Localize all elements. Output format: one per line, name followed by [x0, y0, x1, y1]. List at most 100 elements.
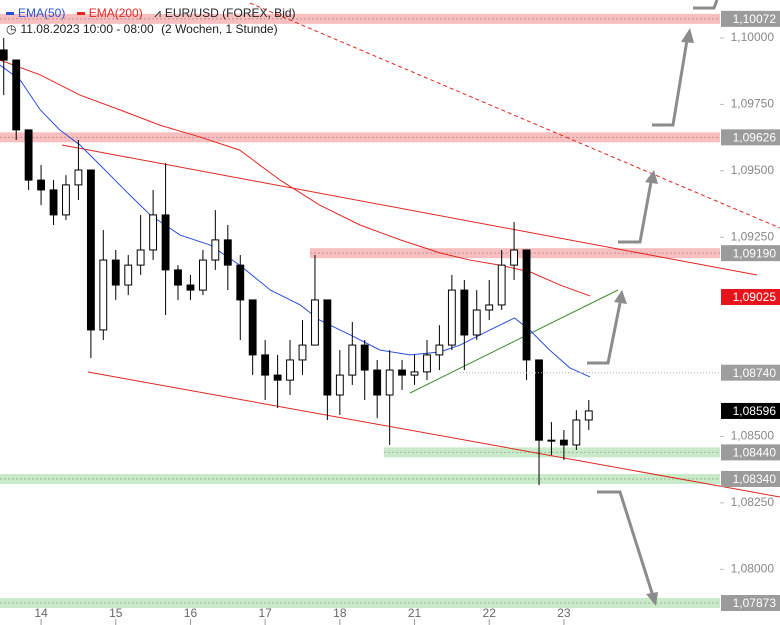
arrowhead [645, 170, 658, 184]
arrowheads [614, 28, 694, 606]
candle-body [261, 354, 270, 376]
green-trendline [409, 289, 619, 394]
y-tick-label: 1,09250 [731, 229, 775, 243]
candle-body [373, 369, 382, 396]
level-tag-label: 1,09626 [733, 131, 777, 145]
candle-body [298, 344, 307, 361]
candle-body [236, 264, 245, 301]
candle-body [0, 49, 8, 61]
candle-body [24, 129, 33, 181]
candle-body [199, 259, 207, 291]
legend-swatch [76, 12, 85, 16]
x-tick-label: 15 [109, 606, 123, 620]
upper-trendline [61, 144, 758, 276]
candle-body [460, 289, 469, 336]
level-tag [721, 470, 780, 487]
x-tick-label: 22 [483, 606, 497, 620]
candle-body [111, 259, 120, 286]
legend-item: EMA(50) [6, 6, 69, 20]
symbol: EUR/USD (FOREX, Bid) [164, 6, 296, 20]
x-tick-label: 23 [557, 606, 571, 620]
candle-body [410, 371, 419, 376]
candle-body [124, 264, 133, 286]
arrow [693, 0, 719, 10]
price-tag [721, 288, 780, 305]
candle-body [86, 169, 95, 331]
candle-body [223, 239, 232, 266]
legend-item: EMA(200) [76, 6, 147, 20]
candle-body [398, 369, 406, 376]
arrow [597, 490, 655, 597]
candle-body [286, 359, 294, 381]
arrow [652, 39, 689, 127]
candle-body [99, 259, 108, 331]
candle-body [273, 374, 282, 381]
level-tag-label: 1,10072 [733, 12, 777, 26]
candle-body [136, 249, 145, 266]
period-row: ◷ 11.08.2023 10:00 - 08:00 (2 Wochen, 1 S… [6, 21, 300, 37]
candle-body [497, 264, 506, 306]
x-tick-label: 17 [258, 606, 272, 620]
candle-body [37, 179, 46, 191]
candle-body [385, 369, 394, 396]
price-tag [721, 402, 780, 419]
legend-label: EMA(200) [88, 6, 143, 20]
arrow [618, 181, 653, 244]
y-tick-label: 1,10000 [731, 30, 775, 44]
candle-body [559, 439, 568, 446]
candle-body [472, 309, 481, 336]
period: (2 Wochen, 1 Stunde) [161, 22, 278, 36]
clock-icon: ◷ [6, 22, 17, 36]
price-tag-label: 1,08740 [733, 366, 777, 380]
annotations [61, 0, 780, 606]
legend-swatch [6, 12, 14, 16]
candle-body [584, 410, 593, 421]
arrows [587, 0, 719, 597]
candle-body [12, 59, 21, 131]
candle-body [447, 289, 456, 346]
candle-body [186, 284, 195, 291]
level-tag [721, 10, 780, 27]
candle-body [535, 359, 543, 441]
candle-body [323, 299, 332, 396]
candle-body [335, 374, 344, 396]
y-tick-label: 1,08000 [731, 561, 775, 575]
candle-body [423, 354, 431, 373]
legend-label: EMA(50) [18, 6, 66, 20]
candle-body [572, 419, 581, 446]
price-tag-label: 1,08596 [733, 404, 777, 418]
arrow [587, 302, 622, 365]
ema-line [0, 64, 591, 378]
level-tag-label: 1,08440 [733, 446, 777, 460]
candle-body [522, 249, 531, 361]
level-tag [721, 595, 780, 612]
level-tag-label: 1,07873 [733, 596, 777, 610]
level-tag-label: 1,09190 [733, 246, 777, 260]
x-tick-label: 18 [333, 606, 347, 620]
legend-row: EMA(50) EMA(200) ⩘ EUR/USD (FOREX, Bid) [6, 5, 300, 21]
candle-body [248, 299, 257, 356]
x-tick-label: 16 [184, 606, 198, 620]
candle-body [311, 299, 319, 346]
candle-body [348, 344, 357, 376]
arrowhead [681, 28, 694, 43]
candle-body [485, 304, 494, 311]
candle-body [211, 239, 220, 261]
x-tick-label: 14 [34, 606, 48, 620]
y-tick-label: 1,09500 [731, 163, 775, 177]
level-tag-label: 1,08340 [733, 472, 777, 486]
candle-body [62, 184, 70, 216]
candle-body [174, 269, 182, 286]
arrowhead [614, 290, 627, 304]
price-tag [721, 364, 780, 381]
candle-body [435, 344, 444, 356]
level-tag [721, 245, 780, 262]
candle-body [49, 189, 58, 216]
y-tick-label: 1,08250 [731, 495, 775, 509]
price-tag-label: 1,09025 [733, 290, 777, 304]
y-tick-label: 1,08500 [731, 429, 775, 443]
level-tag [721, 444, 780, 461]
lower-trendline [87, 371, 780, 498]
